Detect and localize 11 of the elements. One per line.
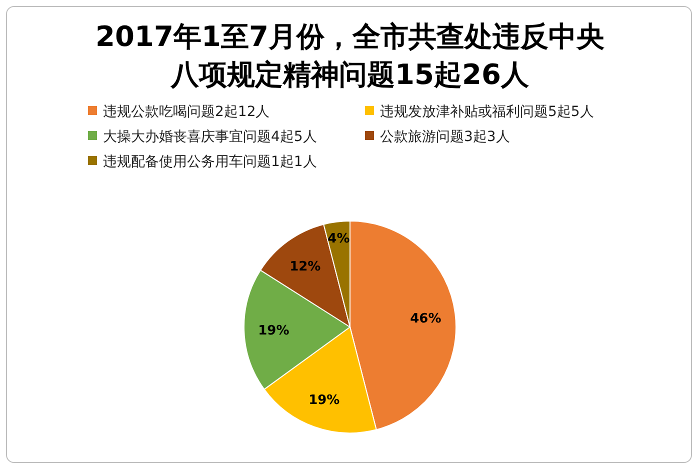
legend-label: 违规公款吃喝问题2起12人: [102, 103, 270, 121]
data-label: 12%: [290, 259, 321, 274]
data-label: 19%: [308, 392, 340, 408]
data-label: 46%: [410, 311, 442, 326]
legend-label: 违规配备使用公务用车问题1起1人: [102, 153, 317, 171]
legend-label: 违规发放津补贴或福利问题5起5人: [379, 103, 594, 121]
legend-label: 大操大办婚丧喜庆事宜问题4起5人: [102, 128, 317, 146]
data-label: 19%: [258, 323, 290, 338]
chart-title: 2017年1至7月份，全市共查处违反中央八项规定精神问题15起26人: [94, 19, 606, 93]
legend-label: 公款旅游问题3起3人: [379, 128, 510, 146]
data-label: 4%: [328, 232, 350, 247]
